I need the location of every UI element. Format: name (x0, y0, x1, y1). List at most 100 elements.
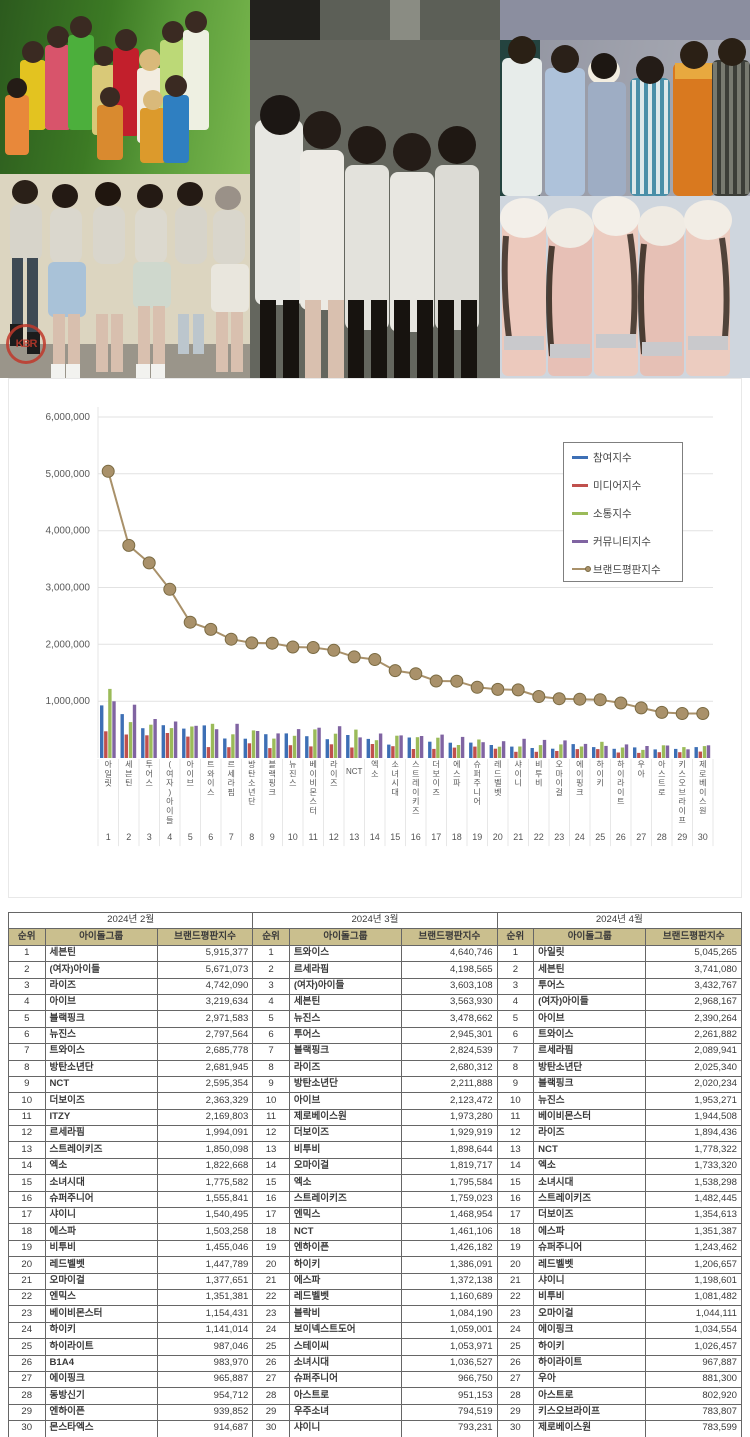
svg-text:세: 세 (125, 760, 132, 769)
svg-text:오: 오 (679, 779, 686, 788)
svg-text:르: 르 (228, 760, 235, 769)
svg-text:): ) (168, 788, 171, 797)
svg-text:자: 자 (166, 779, 174, 788)
svg-text:이: 이 (310, 768, 317, 778)
svg-text:라: 라 (679, 797, 687, 806)
svg-text:아: 아 (658, 759, 666, 769)
svg-text:레: 레 (494, 760, 501, 769)
svg-text:녀: 녀 (392, 769, 399, 778)
svg-text:핑: 핑 (576, 778, 583, 788)
svg-text:아: 아 (638, 768, 646, 778)
svg-text:이: 이 (166, 806, 173, 816)
svg-text:8: 8 (249, 832, 254, 842)
svg-text:이: 이 (699, 787, 706, 797)
svg-text:여: 여 (166, 768, 173, 778)
svg-text:12: 12 (329, 832, 339, 842)
svg-text:이: 이 (597, 768, 604, 778)
svg-text:파: 파 (453, 779, 461, 788)
svg-text:에: 에 (576, 760, 583, 769)
svg-text:키: 키 (679, 760, 686, 769)
svg-text:14: 14 (370, 832, 380, 842)
svg-text:25: 25 (595, 832, 605, 842)
svg-text:드: 드 (494, 769, 501, 778)
svg-text:븐: 븐 (125, 769, 132, 778)
svg-text:18: 18 (452, 832, 462, 842)
svg-text:스: 스 (207, 788, 214, 797)
svg-text:이: 이 (207, 778, 214, 788)
svg-text:하: 하 (617, 759, 625, 769)
svg-text:샤: 샤 (515, 759, 523, 769)
svg-text:대: 대 (392, 788, 399, 797)
svg-text:핑: 핑 (269, 778, 276, 788)
svg-text:어: 어 (146, 768, 153, 778)
svg-text:베: 베 (310, 760, 317, 769)
svg-text:2,000,000: 2,000,000 (46, 639, 91, 650)
svg-text:6,000,000: 6,000,000 (46, 412, 91, 423)
svg-text:비: 비 (535, 779, 542, 788)
svg-text:이: 이 (617, 787, 624, 797)
svg-text:시: 시 (392, 779, 399, 788)
svg-text:이: 이 (576, 768, 583, 778)
svg-text:슈: 슈 (474, 760, 481, 769)
svg-text:NCT: NCT (346, 767, 363, 776)
svg-text:더: 더 (433, 760, 440, 769)
svg-text:레: 레 (412, 779, 419, 788)
svg-text:4,000,000: 4,000,000 (46, 526, 91, 537)
svg-text:트: 트 (658, 779, 665, 788)
svg-text:이: 이 (330, 768, 337, 778)
svg-text:이: 이 (187, 768, 194, 778)
svg-text:크: 크 (576, 788, 583, 797)
svg-text:하: 하 (597, 759, 605, 769)
svg-text:24: 24 (575, 832, 585, 842)
svg-text:블: 블 (269, 759, 276, 769)
svg-text:29: 29 (677, 832, 687, 842)
svg-text:1,000,000: 1,000,000 (46, 696, 91, 707)
svg-text:3: 3 (147, 832, 152, 842)
svg-text:소: 소 (371, 769, 378, 778)
svg-text:4: 4 (167, 832, 172, 842)
svg-text:진: 진 (289, 768, 296, 778)
svg-text:9: 9 (270, 832, 275, 842)
svg-text:년: 년 (248, 787, 255, 797)
svg-text:스: 스 (699, 797, 706, 806)
svg-text:17: 17 (431, 832, 441, 842)
svg-text:베: 베 (699, 779, 706, 788)
svg-text:벨: 벨 (494, 778, 501, 788)
svg-text:걸: 걸 (556, 788, 563, 797)
svg-text:소: 소 (392, 760, 399, 769)
svg-text:라: 라 (617, 779, 625, 788)
svg-text:21: 21 (513, 832, 523, 842)
svg-text:벳: 벳 (494, 788, 501, 797)
svg-text:2: 2 (126, 832, 131, 842)
svg-text:키: 키 (597, 779, 604, 788)
svg-text:이: 이 (679, 806, 686, 816)
svg-text:세: 세 (228, 769, 235, 778)
svg-text:랙: 랙 (269, 768, 276, 778)
svg-text:5: 5 (188, 832, 193, 842)
svg-text:어: 어 (474, 796, 481, 806)
svg-text:마: 마 (556, 769, 564, 778)
svg-text:아: 아 (105, 759, 113, 769)
svg-text:에: 에 (453, 760, 460, 769)
svg-text:28: 28 (657, 832, 667, 842)
svg-text:투: 투 (146, 760, 153, 769)
svg-text:비: 비 (535, 760, 542, 769)
svg-text:16: 16 (411, 832, 421, 842)
svg-text:단: 단 (248, 796, 256, 806)
svg-text:즈: 즈 (412, 807, 419, 816)
svg-text:트: 트 (207, 760, 214, 769)
svg-text:스: 스 (146, 779, 153, 788)
svg-text:스: 스 (289, 779, 296, 788)
svg-text:주: 주 (474, 779, 481, 788)
svg-text:니: 니 (515, 778, 522, 788)
svg-text:트: 트 (412, 769, 419, 778)
svg-text:일: 일 (105, 769, 112, 778)
svg-text:원: 원 (699, 807, 706, 816)
svg-text:핌: 핌 (228, 787, 235, 797)
svg-text:23: 23 (554, 832, 564, 842)
svg-text:이: 이 (433, 778, 440, 788)
svg-text:방: 방 (248, 759, 256, 769)
svg-text:키: 키 (412, 797, 419, 806)
svg-text:아: 아 (187, 759, 195, 769)
svg-text:10: 10 (288, 832, 298, 842)
